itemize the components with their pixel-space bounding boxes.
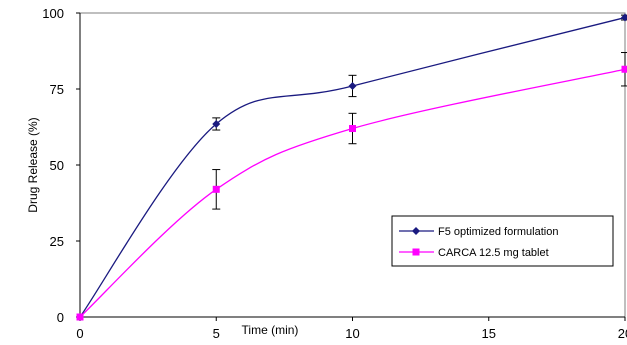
y-tick-label: 75 (50, 82, 64, 97)
legend-label: CARCA 12.5 mg tablet (438, 247, 549, 259)
series-line (79, 68, 626, 318)
y-tick-label: 50 (50, 158, 64, 173)
y-axis-title: Drug Release (%) (26, 117, 40, 212)
y-axis-ticks: 0 25 50 75 100 (42, 6, 80, 325)
series-layer (76, 13, 627, 321)
x-axis-ticks: 0 5 10 15 20 (76, 317, 627, 341)
x-tick-label: 5 (213, 326, 220, 341)
legend: F5 optimized formulation CARCA 12.5 mg ta… (391, 215, 614, 267)
data-point (349, 125, 356, 133)
data-point (76, 313, 84, 321)
legend-marker (412, 248, 420, 256)
data-point (621, 13, 627, 22)
x-tick-label: 15 (482, 326, 496, 341)
x-tick-label: 0 (76, 326, 83, 341)
data-point (621, 65, 627, 73)
x-axis-title: Time (min) (242, 323, 299, 337)
plot-area (79, 12, 626, 318)
data-point (348, 81, 357, 90)
x-tick-label: 20 (618, 326, 627, 341)
y-tick-label: 25 (50, 234, 64, 249)
series-2 (76, 52, 627, 321)
x-tick-label: 10 (345, 326, 359, 341)
data-point (212, 185, 220, 193)
legend-item: F5 optimized formulation (399, 226, 558, 238)
legend-box (391, 215, 614, 267)
data-point (212, 119, 221, 128)
legend-label: F5 optimized formulation (438, 226, 558, 238)
legend-item: CARCA 12.5 mg tablet (399, 247, 549, 259)
plot-border (79, 12, 626, 318)
legend-marker (412, 227, 420, 235)
series-line (79, 16, 626, 318)
y-tick-label: 0 (57, 310, 64, 325)
y-tick-label: 100 (42, 6, 64, 21)
